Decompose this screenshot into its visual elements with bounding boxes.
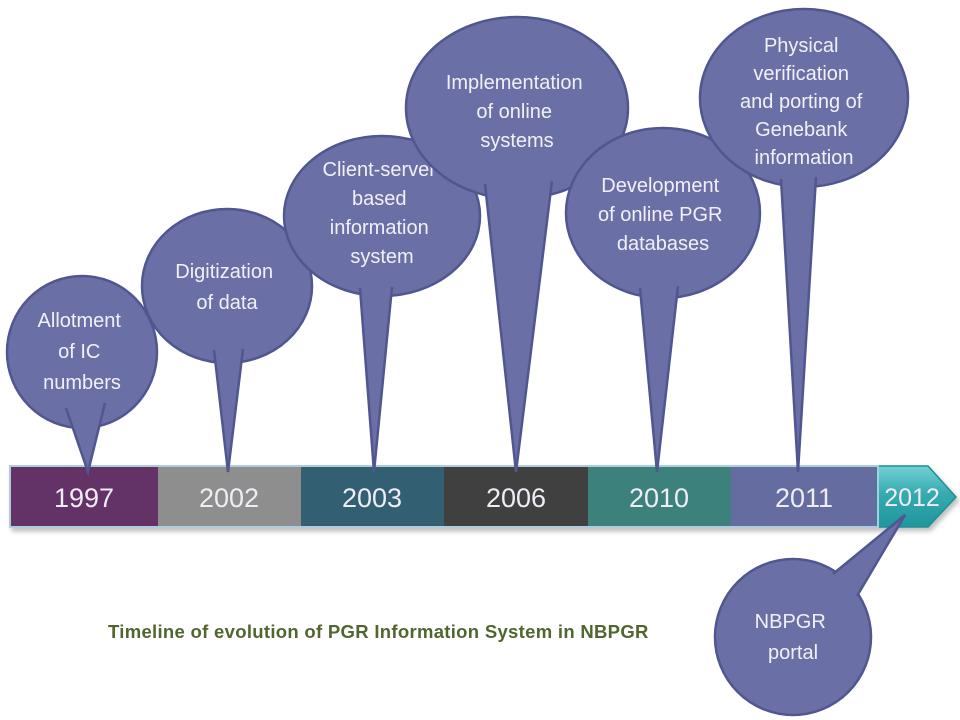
- year-label-2011: 2011: [775, 483, 833, 513]
- callout-line: verification: [753, 63, 849, 85]
- callout-text: Digitization of data: [175, 261, 278, 314]
- year-label-2010: 2010: [629, 483, 689, 513]
- year-label-2006: 2006: [486, 483, 546, 513]
- callout-line: of IC: [58, 341, 100, 363]
- callout-line: and porting of: [740, 91, 863, 113]
- callout-line: NBPGR: [755, 611, 826, 633]
- callout-1997-allotment-of-ic-numbers: Allotment of IC numbers: [5, 274, 159, 477]
- timeline-segment-2006: [444, 467, 588, 526]
- year-label-2003: 2003: [342, 483, 402, 513]
- timeline-bar-border: [9, 465, 879, 528]
- callout-line: Genebank: [755, 119, 848, 141]
- callout-text: Client-server based information system: [323, 159, 442, 268]
- callout-tail: [64, 402, 107, 477]
- slide-caption: Timeline of evolution of PGR Information…: [108, 621, 649, 642]
- callout-2012-nbpgr-portal: NBPGR portal: [713, 514, 907, 717]
- callout-tail: [212, 348, 245, 473]
- callout-line: systems: [480, 130, 553, 152]
- callout-tail: [779, 176, 818, 473]
- callout-line: of online: [476, 101, 552, 123]
- callout-line: Physical: [764, 35, 838, 57]
- callout-line: information: [755, 147, 854, 169]
- callout-line: Implementation: [446, 72, 583, 94]
- timeline-segment-2002: [158, 467, 301, 526]
- callout-line: databases: [617, 233, 709, 255]
- callout-line: of online PGR: [598, 204, 723, 226]
- callout-tail: [483, 180, 554, 473]
- year-label-1997: 1997: [54, 483, 114, 513]
- callout-line: portal: [768, 642, 818, 664]
- callout-2010-development-pgr-databases: Development of online PGR databases: [564, 126, 762, 473]
- callout-text: NBPGR portal: [755, 611, 832, 664]
- callout-tail: [832, 514, 907, 597]
- callout-tail: [638, 285, 680, 473]
- callout-line: Allotment: [38, 310, 122, 332]
- callout-2011-physical-verification-genebank: Physical verification and porting of Gen…: [698, 7, 910, 473]
- timeline-segment-2003: [301, 467, 444, 526]
- timeline-bar: 1997 2002 2003 2006 2010 2011 2012: [9, 465, 958, 528]
- year-label-2012: 2012: [884, 484, 940, 512]
- timeline-segment-2011: [731, 467, 877, 526]
- callout-2002-digitization-of-data: Digitization of data: [140, 207, 314, 473]
- callout-line: Development: [601, 175, 719, 197]
- callout-line: Client-server: [323, 159, 437, 181]
- callout-tail: [358, 286, 394, 473]
- callout-text: Physical verification and porting of Gen…: [740, 35, 868, 169]
- callout-text: Allotment of IC numbers: [38, 310, 127, 394]
- callout-line: system: [350, 246, 413, 268]
- callout-text: Implementation of online systems: [446, 72, 588, 152]
- timeline-segment-2010: [588, 467, 731, 526]
- callout-balloon: [713, 557, 873, 717]
- callout-line: of data: [196, 292, 258, 314]
- callout-line: information: [330, 217, 429, 239]
- callout-2006-implementation-online-systems: Implementation of online systems: [404, 15, 630, 473]
- callout-line: based: [352, 188, 407, 210]
- callout-2003-client-server-system: Client-server based information system: [282, 134, 482, 473]
- callout-line: Digitization: [175, 261, 273, 283]
- callout-text: Development of online PGR databases: [598, 175, 728, 255]
- year-label-2002: 2002: [199, 483, 259, 513]
- callout-line: numbers: [43, 372, 121, 394]
- timeline-segment-1997: [11, 467, 158, 526]
